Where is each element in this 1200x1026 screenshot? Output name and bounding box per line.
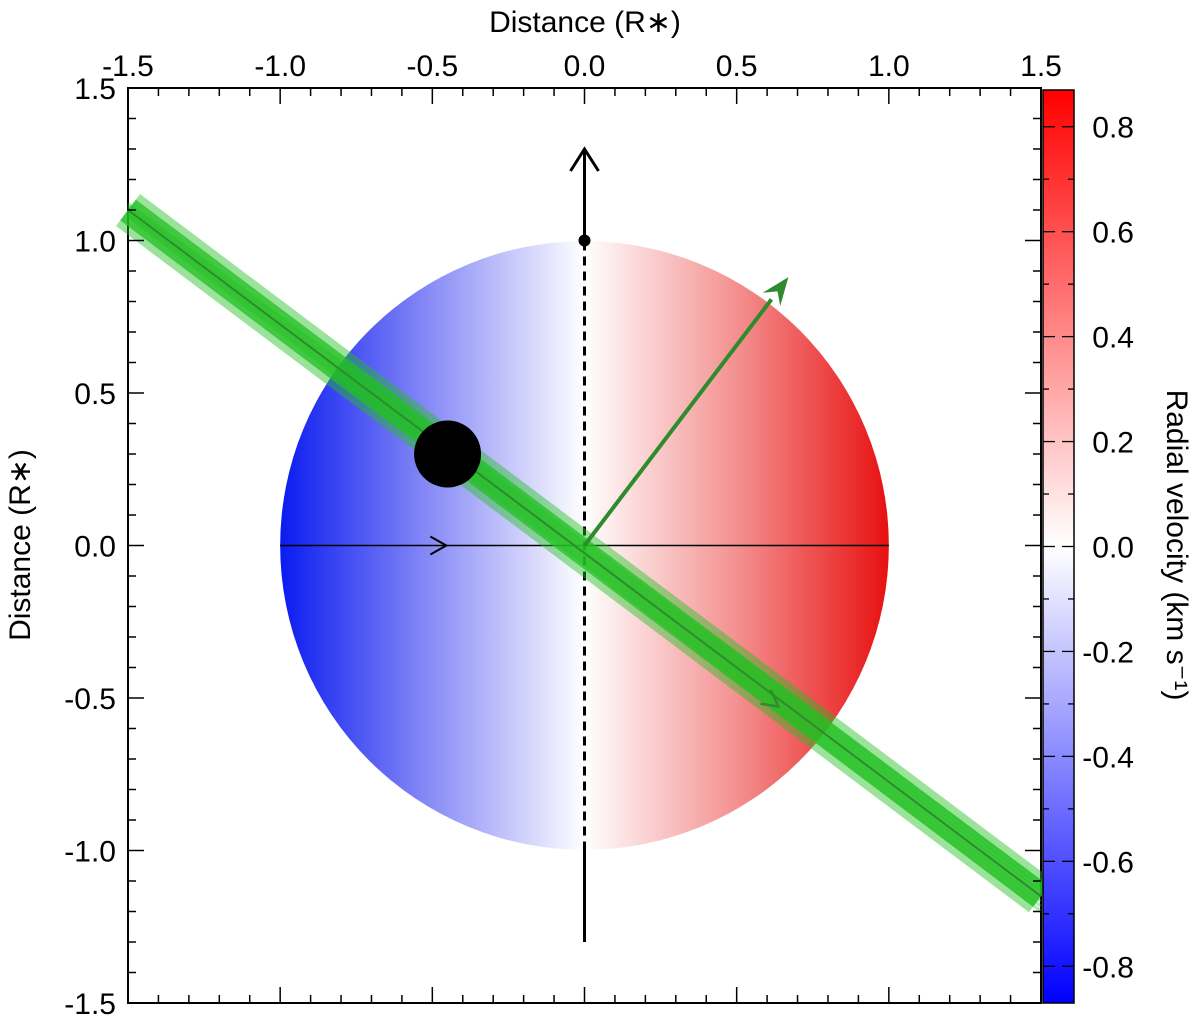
y-tick-label: -1.0 [64,836,116,869]
transit-chord-realisation [127,211,1042,903]
orbit-normal-arrow-line [582,298,774,547]
colorbar-tick-label: 0.0 [1092,532,1134,565]
transit-chord-realisation [127,215,1042,913]
colorbar-tick-label: -0.4 [1082,741,1134,774]
x-tick-label: -1.0 [254,50,306,83]
spin-axis-marker [578,234,591,247]
x-tick-label: 1.5 [1020,50,1062,83]
x-tick-label: 1.0 [868,50,910,83]
equator-direction-arrow [429,535,449,556]
x-tick-label: -1.5 [102,50,154,83]
y-tick-labels: -1.5 -1.0 -0.5 0.0 0.5 1.0 1.5 [64,73,116,1021]
colorbar-tick-label: -0.2 [1082,636,1134,669]
y-tick-label: -0.5 [64,683,116,716]
x-top-tick-labels: -1.5 -1.0 -0.5 0.0 0.5 1.0 1.5 [102,50,1062,83]
y-tick-label: 1.5 [74,73,116,106]
transit-chord-arrow [760,689,781,708]
y-tick-label: 0.0 [74,531,116,564]
transit-chord-realisation [127,204,1042,888]
transit-chord-realisation [127,206,1042,893]
x-tick-label: 0.5 [716,50,758,83]
planet [414,420,482,488]
colorbar-tick-label: 0.2 [1092,427,1134,460]
x-axis-label: Distance (R∗) [489,6,681,39]
colorbar-tick-label: 0.8 [1092,112,1134,145]
x-tick-label: 0.0 [564,50,606,83]
x-tick-label: -0.5 [406,50,458,83]
y-tick-label: 0.5 [74,378,116,411]
colorbar-label: Radial velocity (km s⁻¹) [1160,390,1193,701]
colorbar-tick-label: -0.6 [1082,846,1134,879]
transit-chord-realisation [127,213,1042,908]
orbit-normal-arrowhead [762,277,789,307]
y-axis-label: Distance (R∗) [4,449,37,641]
axis-ticks [127,87,1042,1004]
y-tick-label: -1.5 [64,988,116,1021]
colorbar-tick-labels: -0.8 -0.6 -0.4 -0.2 0.0 0.2 0.4 0.6 0.8 [1082,112,1134,985]
y-tick-label: 1.0 [74,226,116,259]
colorbar-tick-label: 0.6 [1092,217,1134,250]
transit-chord-line [127,209,1042,898]
colorbar-tick-label: -0.8 [1082,951,1134,984]
colorbar-ticks [1043,126,1074,967]
colorbar-tick-label: 0.4 [1092,322,1134,355]
spin-axis-arrowhead [569,146,600,172]
